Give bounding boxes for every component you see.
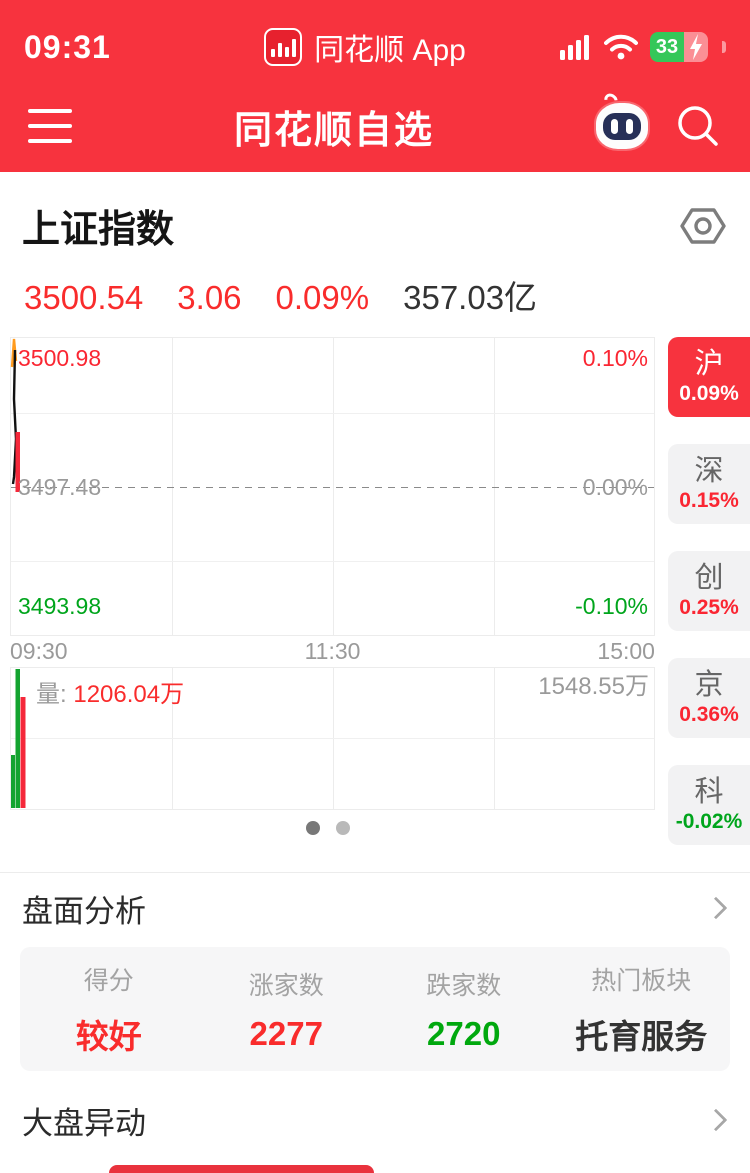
time-tick-mid: 11:30 [304,638,361,664]
index-name: 上证指数 [22,209,175,251]
pager-dot-1[interactable] [305,821,320,835]
price-chart-canvas [10,337,655,636]
status-app-chip: 同花顺 App [174,25,556,69]
chevron-right-icon [704,1108,728,1132]
index-turnover: 357.03亿 [403,279,538,316]
yaxis-low-pct: -0.10% [575,593,648,619]
time-axis: 09:30 11:30 15:00 [10,636,655,667]
index-change: 3.06 [177,279,242,316]
section-title: 盘面分析 [22,893,146,929]
battery-level: 33 [650,32,684,62]
nav-actions [596,90,722,150]
menu-icon[interactable] [28,109,72,143]
chevron-right-icon [704,896,728,920]
yaxis-high-price: 3500.98 [18,345,102,371]
divider [0,872,750,873]
wifi-icon [604,34,638,60]
stat-decliners: 跌家数 2720 [426,971,502,1052]
yaxis-high-pct: 0.10% [582,345,648,371]
news-badge[interactable]: 沪指站上 3500 点 [108,1165,375,1173]
cell-signal-icon [560,35,589,60]
time-tick-open: 09:30 [10,638,68,664]
market-stats-card: 得分 较好 涨家数 2277 跌家数 2720 热门板块 托育服务 [20,947,730,1071]
tab-market-jing[interactable]: 京 0.36% [668,658,750,738]
news-row: 09:31 沪指站上 3500 点 [0,1165,750,1173]
battery-nub [722,41,726,53]
index-price: 3500.54 [24,279,144,316]
index-change-pct: 0.09% [275,279,370,316]
tab-market-sh[interactable]: 沪 0.09% [668,337,750,417]
nav-title: 同花顺自选 [233,109,434,152]
section-market-analysis[interactable]: 盘面分析 [0,873,750,943]
battery-charging-icon: 33 [650,32,708,62]
app-logo-icon [264,28,303,66]
charging-bolt-icon [690,34,702,60]
time-tick-close: 15:00 [597,638,655,664]
volume-label-group: 量: 1206.04万 [36,683,184,707]
robot-assistant-icon[interactable] [596,90,648,149]
search-icon[interactable] [674,102,722,150]
volume-chart-canvas [10,667,655,810]
volume-scale-max: 1548.55万 [538,673,649,700]
yaxis-mid-pct: 0.00% [582,474,648,500]
section-market-movement[interactable]: 大盘异动 [0,1085,750,1155]
section-title: 大盘异动 [22,1105,146,1141]
quote-row: 3500.54 3.06 0.09% 357.03亿 [0,253,750,337]
status-app-label: 同花顺 App [314,34,466,67]
tab-market-chuang[interactable]: 创 0.25% [668,551,750,631]
price-chart[interactable]: 3500.98 0.10% 3497.48 0.00% 3493.98 -0.1… [10,337,655,636]
status-indicators: 33 [556,32,726,62]
pager-dot-2[interactable] [335,821,350,835]
stat-advancers: 涨家数 2277 [248,971,324,1052]
tab-market-ke[interactable]: 科 -0.02% [668,765,750,845]
stat-hot-sector: 热门板块 托育服务 [575,966,708,1055]
yaxis-low-price: 3493.98 [18,593,102,619]
pager-dots [0,810,655,846]
volume-current: 1206.04万 [73,681,185,708]
header: 09:31 同花顺 App 33 [0,0,750,172]
status-bar: 09:31 同花顺 App 33 [0,0,750,88]
index-header: 上证指数 [0,172,750,253]
stat-score: 得分 较好 [75,966,142,1055]
volume-label: 量: [36,681,67,708]
tab-market-sz[interactable]: 深 0.15% [668,444,750,524]
yaxis-mid-price: 3497.48 [18,474,102,500]
hexagon-settings-icon[interactable] [680,206,726,246]
status-time: 09:31 [24,28,111,65]
chart-region: 3500.98 0.10% 3497.48 0.00% 3493.98 -0.1… [0,337,750,872]
volume-chart[interactable]: 量: 1206.04万 1548.55万 [10,667,655,810]
market-tabs: 沪 0.09% 深 0.15% 创 0.25% 京 0.36% 科 -0.02% [655,337,750,872]
chart-column: 3500.98 0.10% 3497.48 0.00% 3493.98 -0.1… [0,337,655,872]
nav-bar: 同花顺自选 [0,88,750,172]
